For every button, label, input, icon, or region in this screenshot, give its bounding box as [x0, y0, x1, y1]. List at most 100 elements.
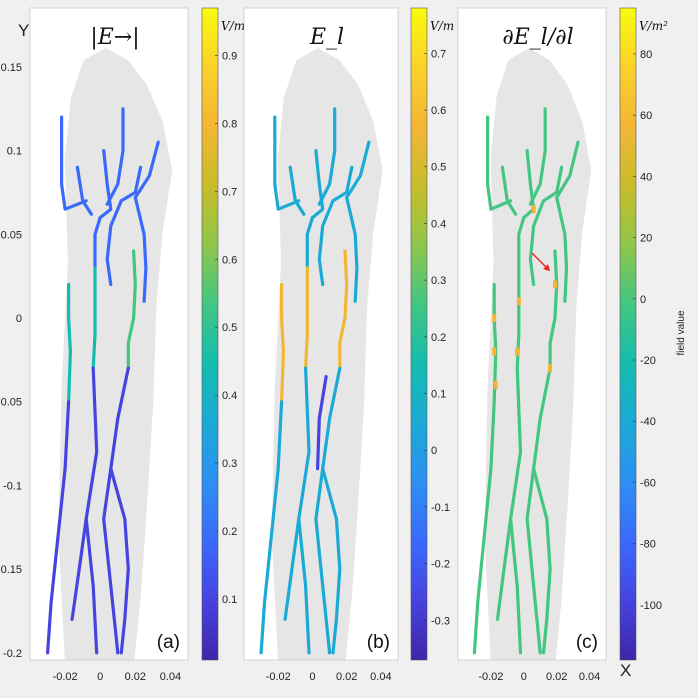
- vein-segment: [528, 107, 547, 206]
- vein-segment: [528, 199, 546, 287]
- colorbar-tick-label: 0.5: [431, 162, 446, 174]
- vein-segment: [288, 165, 306, 216]
- vein-segment: [46, 400, 71, 655]
- vein-segment: [541, 165, 564, 203]
- colorbar-tick-label: -80: [640, 539, 656, 551]
- colorbar-tick-label: 0.7: [431, 48, 446, 60]
- vein-segment: [93, 216, 102, 270]
- panel-title: ∂E_l/∂l: [502, 25, 573, 50]
- vein-segment: [317, 107, 337, 206]
- colorbar-tick-label: 0.3: [431, 275, 446, 287]
- x-tick-label: 0.04: [370, 671, 391, 683]
- panel-x-ticks: -0.02 0 0.02 0.04: [478, 671, 600, 683]
- y-axis-letter: Y: [18, 21, 29, 40]
- colorbar-tick-label: -100: [640, 600, 662, 612]
- hotspot-mark: [492, 347, 497, 356]
- x-tick-label: -0.02: [478, 671, 503, 683]
- plot-frame: [457, 7, 607, 661]
- vein-segment: [517, 216, 526, 270]
- colorbar-tick-label: 0.2: [222, 526, 237, 538]
- vein-segment: [259, 400, 284, 655]
- vein-segment: [133, 195, 148, 303]
- vein-segment: [532, 467, 552, 655]
- colorbar: 0.9 0.8 0.7 0.6 0.5 0.4 0.3 0.2 0.1 V/m: [201, 7, 245, 661]
- colorbar-gradient: [619, 7, 637, 661]
- vein-segment: [317, 199, 335, 287]
- vein-segment: [314, 366, 342, 655]
- x-tick-label: 0.04: [579, 671, 600, 683]
- vein-segment: [133, 140, 160, 200]
- panels: (a)|E→|0.90.80.70.60.50.40.30.20.1V/m(b)…: [29, 7, 668, 661]
- colorbar: 80 60 40 20 0 -20 -40 -60 -80 -100 V/m²: [619, 7, 668, 661]
- x-tick-label: -0.02: [266, 671, 291, 683]
- hotspot-mark: [553, 280, 558, 289]
- colorbar-gradient: [410, 7, 428, 661]
- colorbar-tick-label: 0: [431, 445, 437, 457]
- colorbar-tick-label: 80: [640, 49, 652, 61]
- vein-segment: [75, 165, 93, 216]
- panel-x-ticks: -0.02 0 0.02 0.04: [266, 671, 392, 683]
- vein-segment: [492, 282, 498, 404]
- panel-label: (a): [157, 632, 180, 653]
- colorbar-tick-label: 40: [640, 171, 652, 183]
- vein-segment: [548, 249, 559, 370]
- vein-segment: [495, 517, 513, 621]
- colorbar-unit: V/m²: [639, 19, 668, 33]
- colorbar-tick-label: 0.4: [222, 390, 237, 402]
- vein-segment: [345, 195, 359, 303]
- vein-segment: [555, 140, 580, 200]
- y-axis-ticks: 0.15 0.1 0.05 0 -0.05 -0.1 -0.15 -0.2: [0, 62, 22, 660]
- vein-segment: [283, 517, 301, 621]
- y-tick-label: -0.05: [0, 397, 22, 409]
- vein-segment: [525, 366, 552, 655]
- vein-segment: [555, 195, 569, 303]
- colorbar-tick-label: 0.6: [222, 254, 237, 266]
- colorbar-tick-label: 0.1: [222, 594, 237, 606]
- hotspot-mark: [531, 205, 536, 214]
- colorbar-gradient: [201, 7, 219, 661]
- vein-segment: [304, 266, 309, 370]
- colorbar-tick-label: 0.6: [431, 105, 446, 117]
- vein-segment: [105, 107, 125, 206]
- x-axis-letter: X: [620, 661, 631, 680]
- panel-title: E_l: [309, 25, 344, 50]
- vein-segment: [70, 517, 88, 621]
- vein-segment: [500, 165, 518, 216]
- colorbar-tick-label: -20: [640, 355, 656, 367]
- x-tick-label: 0.02: [546, 671, 567, 683]
- red-arrow: [531, 252, 549, 270]
- colorbar-tick-label: -0.1: [431, 502, 450, 514]
- vein-segment: [60, 115, 88, 211]
- x-tick-label: 0: [309, 671, 315, 683]
- vein-segment: [331, 165, 354, 203]
- vein-segment: [321, 467, 342, 655]
- field-value-label: field value: [676, 310, 687, 355]
- y-tick-label: -0.1: [3, 480, 22, 492]
- colorbar-tick-label: 0.4: [431, 218, 446, 230]
- colorbar-tick-label: 0.3: [222, 458, 237, 470]
- colorbar-tick-label: 0: [640, 294, 646, 306]
- colorbar-tick-label: -40: [640, 416, 656, 428]
- x-axis-ticks: -0.02 0 0.02 0.04 -0.02 0 0.02 0.04 -0.02 0 0.02 0.…: [53, 671, 601, 683]
- vein-segment: [105, 199, 123, 287]
- x-tick-label: 0.02: [125, 671, 146, 683]
- colorbar-tick-label: 0.7: [222, 186, 237, 198]
- x-tick-label: 0: [97, 671, 103, 683]
- colorbar-tick-label: -0.2: [431, 559, 450, 571]
- vein-segment: [109, 467, 130, 655]
- red-arrowhead: [543, 264, 551, 272]
- colorbar-tick-label: 0.9: [222, 51, 237, 63]
- x-tick-label: 0: [521, 671, 527, 683]
- panel-title: |E→|: [90, 25, 139, 50]
- y-tick-label: 0.15: [1, 62, 22, 74]
- panel-label: (c): [576, 632, 598, 653]
- hotspot-mark: [548, 364, 553, 373]
- colorbar-tick-label: -0.3: [431, 615, 450, 627]
- vein-segment: [280, 282, 285, 404]
- vein-segment: [472, 400, 496, 655]
- vein-segment: [91, 266, 97, 370]
- vein-segment: [273, 115, 301, 211]
- vein-segment: [310, 149, 325, 220]
- vein-segment: [98, 149, 113, 220]
- vein-segment: [345, 140, 371, 200]
